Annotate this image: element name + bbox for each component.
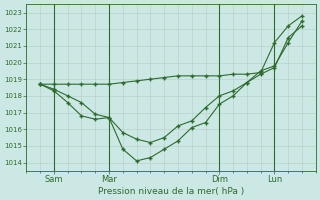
X-axis label: Pression niveau de la mer( hPa ): Pression niveau de la mer( hPa ) (98, 187, 244, 196)
